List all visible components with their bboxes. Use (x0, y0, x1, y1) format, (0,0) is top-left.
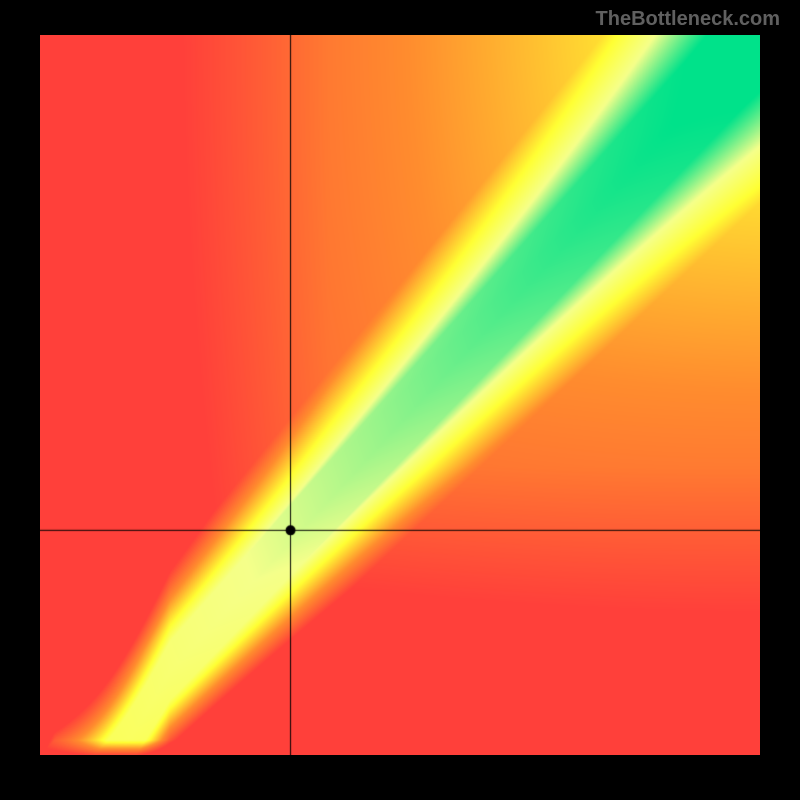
heatmap-canvas (40, 35, 760, 755)
heatmap-plot (40, 35, 760, 755)
chart-container: TheBottleneck.com (0, 0, 800, 800)
watermark-text: TheBottleneck.com (596, 8, 780, 31)
